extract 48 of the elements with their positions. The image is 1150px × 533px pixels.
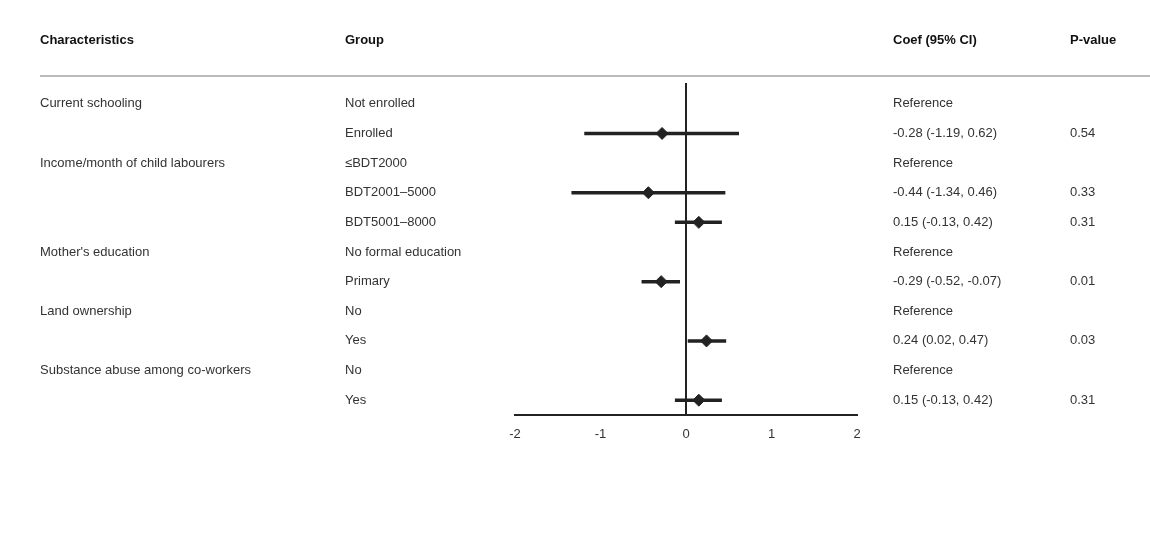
text: Substance abuse among co-workers <box>40 362 252 378</box>
x-tick-label: 2 <box>853 426 861 442</box>
text: -0.28 (-1.19, 0.62) <box>893 125 998 141</box>
text: 0.33 <box>1070 184 1096 200</box>
y-tick-label: ≤BDT2000 <box>345 154 408 170</box>
text: Reference <box>893 154 953 170</box>
y-tick-label: Enrolled <box>345 125 393 141</box>
text: Current schooling <box>40 95 142 111</box>
text: -0.29 (-0.52, -0.07) <box>893 273 1002 289</box>
y-tick-label: No formal education <box>345 243 462 259</box>
text: Mother's education <box>40 243 150 259</box>
text: P-value <box>1070 31 1117 47</box>
point <box>700 334 714 348</box>
x-tick-label: 0 <box>682 426 690 442</box>
text: Reference <box>893 362 953 378</box>
text: Coef (95% CI) <box>893 31 977 47</box>
y-tick-label: Primary <box>345 273 391 289</box>
point <box>655 126 669 140</box>
x-tick-label: 1 <box>767 426 776 442</box>
y-tick-label: BDT2001–5000 <box>345 184 437 200</box>
y-tick-label: Not enrolled <box>345 95 416 111</box>
text: Land ownership <box>40 302 132 318</box>
text: 0.01 <box>1070 273 1096 289</box>
y-tick-label: No <box>345 362 362 378</box>
text: Reference <box>893 243 953 259</box>
text: 0.15 (-0.13, 0.42) <box>893 391 993 407</box>
text: 0.54 <box>1070 125 1096 141</box>
text: -0.44 (-1.34, 0.46) <box>893 184 998 200</box>
x-tick-label: -1 <box>594 426 607 442</box>
text: Reference <box>893 302 953 318</box>
y-tick-label: No <box>345 302 362 318</box>
text: 0.03 <box>1070 332 1096 348</box>
text: 0.15 (-0.13, 0.42) <box>893 213 993 229</box>
y-tick-label: BDT5001–8000 <box>345 213 437 229</box>
text: 0.24 (0.02, 0.47) <box>893 332 989 348</box>
point <box>641 186 655 200</box>
text: Income/month of child labourers <box>40 154 226 170</box>
point <box>692 393 706 407</box>
point <box>654 275 668 289</box>
text: 0.31 <box>1070 391 1096 407</box>
text: Reference <box>893 95 953 111</box>
text: Characteristics <box>40 31 134 47</box>
y-tick-label: Yes <box>345 332 367 348</box>
point <box>692 215 706 229</box>
text: 0.31 <box>1070 213 1096 229</box>
x-tick-label: -2 <box>509 426 521 442</box>
y-tick-label: Yes <box>345 391 367 407</box>
text: Group <box>345 31 385 47</box>
